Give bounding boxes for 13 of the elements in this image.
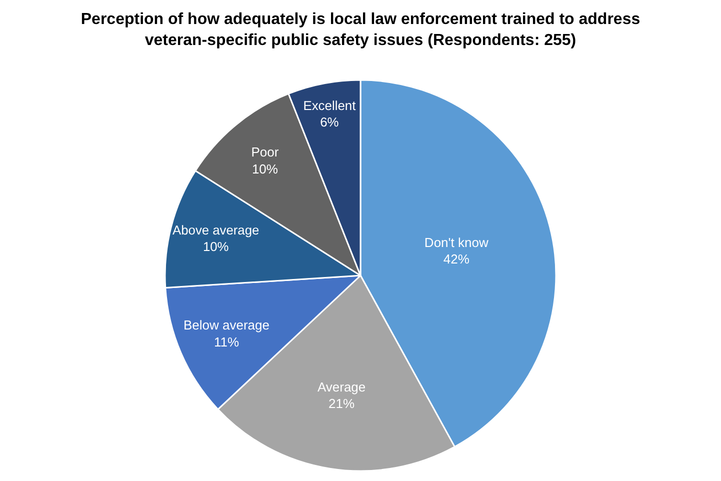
slice-label: Excellent [303, 98, 356, 113]
slice-label: Don't know [424, 234, 489, 250]
slice-label: Above average [172, 222, 260, 238]
data-label: 21% [328, 396, 355, 412]
data-label: 10% [202, 239, 229, 254]
data-label: 6% [320, 114, 340, 130]
slice-label: Below average [183, 318, 270, 333]
data-label: 42% [443, 252, 470, 267]
data-label: 11% [214, 334, 240, 350]
chart-title: Perception of how adequately is local law enforcement trained to address veteran-specific public safety issues (Respondents: 255) [80, 11, 640, 49]
slice-label: Average [317, 379, 366, 394]
slice-label: Poor [251, 144, 280, 160]
data-label: 10% [252, 161, 278, 176]
